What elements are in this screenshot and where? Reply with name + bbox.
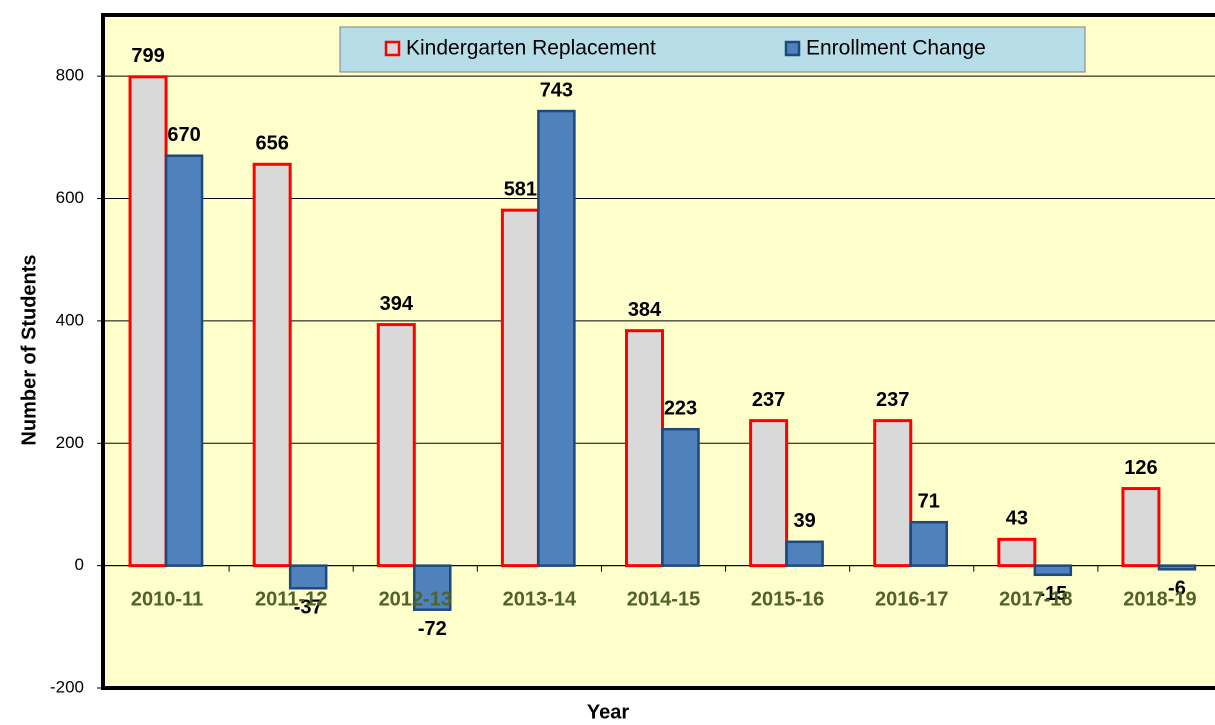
- y-tick-label: 400: [56, 310, 84, 329]
- legend-label: Kindergarten Replacement: [406, 37, 656, 60]
- y-tick-label: -200: [50, 677, 84, 696]
- value-label: -37: [294, 597, 323, 619]
- x-tick-label: 2010-11: [131, 588, 203, 610]
- bar: [997, 537, 1037, 568]
- bar: [537, 109, 576, 567]
- x-tick-label: 2012-13: [379, 588, 452, 610]
- bar: [625, 329, 664, 568]
- legend-label: Enrollment Change: [806, 37, 986, 60]
- bar: [413, 564, 452, 611]
- x-tick-label: 2013-14: [503, 588, 577, 610]
- value-label: 799: [131, 45, 164, 67]
- y-axis-title: Number of Students: [18, 254, 40, 445]
- y-tick-label: 200: [56, 433, 84, 452]
- bar: [500, 208, 540, 568]
- x-tick-label: 2017-18: [999, 588, 1072, 610]
- y-tick-label: 0: [75, 555, 84, 574]
- value-label: 394: [380, 293, 414, 315]
- value-label: 581: [504, 178, 537, 200]
- value-label: 39: [793, 510, 815, 532]
- x-tick-label: 2014-15: [627, 588, 700, 610]
- bar: [873, 419, 913, 568]
- bar: [252, 162, 292, 568]
- bar: [749, 419, 789, 568]
- value-label: -15: [1038, 583, 1067, 605]
- bar: [909, 520, 948, 567]
- value-label: 384: [628, 299, 662, 321]
- bar: [128, 75, 168, 568]
- value-label: -6: [1168, 578, 1186, 600]
- x-tick-label: 2018-19: [1123, 588, 1196, 610]
- value-label: -72: [418, 618, 447, 640]
- bar: [288, 564, 328, 590]
- bar: [1157, 564, 1197, 571]
- x-tick-label: 2015-16: [751, 588, 824, 610]
- bar: [661, 427, 700, 567]
- x-axis-title: Year: [587, 701, 629, 723]
- bar: [785, 540, 824, 567]
- bar: [376, 323, 416, 568]
- y-tick-label: 600: [56, 188, 84, 207]
- legend-swatch: [784, 40, 801, 57]
- legend: [339, 26, 1086, 73]
- value-label: 43: [1006, 508, 1028, 530]
- value-label: 71: [918, 490, 940, 512]
- bar: [164, 154, 204, 567]
- value-label: 126: [1124, 457, 1157, 479]
- value-label: 743: [540, 79, 573, 101]
- value-label: 237: [876, 389, 909, 411]
- x-tick-label: 2016-17: [875, 588, 948, 610]
- value-label: 656: [255, 133, 288, 155]
- value-label: 237: [752, 389, 785, 411]
- value-label: 670: [167, 124, 200, 146]
- bar: [1033, 564, 1073, 577]
- value-label: 223: [664, 397, 697, 419]
- legend-swatch: [384, 40, 401, 57]
- y-tick-label: 800: [56, 66, 84, 85]
- bar: [1121, 487, 1161, 568]
- x-tick-label: 2011-12: [255, 588, 327, 610]
